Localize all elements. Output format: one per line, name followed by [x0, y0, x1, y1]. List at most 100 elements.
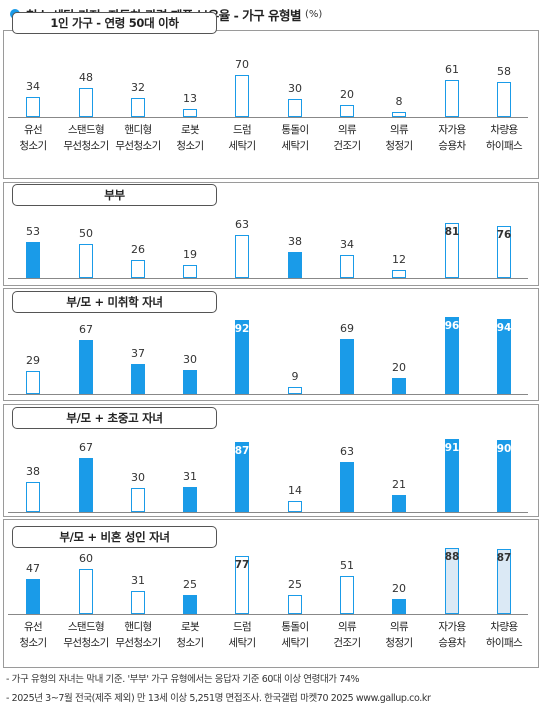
bar: [235, 235, 249, 278]
bar: [497, 549, 511, 614]
data-label: 19: [183, 248, 197, 261]
x-tick-label-line: 의류: [337, 124, 357, 136]
data-label: 31: [131, 574, 145, 587]
bar: [79, 569, 93, 614]
bar: [392, 270, 406, 278]
x-tick-label: 유선 청소기: [3, 619, 63, 651]
data-label: 30: [288, 82, 302, 95]
data-label: 25: [288, 578, 302, 591]
bar: [183, 370, 197, 394]
bar: [183, 487, 197, 512]
data-label: 90: [496, 443, 512, 455]
x-tick-label: 드럼 세탁기: [212, 619, 272, 651]
x-tick-label-line: 청소기: [176, 637, 204, 649]
x-tick-label-line: 유선: [23, 124, 43, 136]
x-tick-label-line: 청정기: [385, 637, 413, 649]
panel-label-4: 부/모 + 초중고 자녀: [12, 407, 217, 429]
data-label: 88: [444, 551, 460, 563]
bar: [445, 439, 459, 512]
x-tick-label-line: 세탁기: [281, 140, 309, 152]
bar: [131, 364, 145, 394]
x-tick-label: 자가용 승용차: [422, 619, 482, 651]
x-tick-label: 자가용 승용차: [422, 122, 482, 154]
bar: [445, 80, 459, 117]
data-label: 47: [26, 562, 40, 575]
x-tick-label-line: 청소기: [19, 637, 47, 649]
data-label: 34: [26, 80, 40, 93]
x-tick-label-line: 청정기: [385, 140, 413, 152]
x-tick-label-line: 의류: [389, 621, 409, 633]
x-tick-label-line: 무선청소기: [63, 140, 109, 152]
x-tick-label-line: 의류: [337, 621, 357, 633]
data-label: 92: [234, 323, 250, 335]
x-tick-label-line: 무선청소기: [63, 637, 109, 649]
bar: [183, 595, 197, 614]
data-label: 67: [79, 441, 93, 454]
baseline-1: [8, 117, 528, 118]
panel-4: [3, 404, 539, 517]
data-label: 25: [183, 578, 197, 591]
bar: [288, 501, 302, 512]
x-tick-label-line: 스탠드형: [67, 621, 105, 633]
bar: [497, 226, 511, 278]
data-label: 81: [444, 226, 460, 238]
x-tick-label: 의류 청정기: [369, 122, 429, 154]
x-tick-label-line: 무선청소기: [115, 140, 161, 152]
data-label: 61: [445, 63, 459, 76]
x-tick-label-line: 세탁기: [228, 140, 256, 152]
bar: [340, 255, 354, 278]
panel-1: [3, 30, 539, 179]
panel-label-5: 부/모 + 비혼 성인 자녀: [12, 526, 217, 548]
footnotes: - 가구 유형의 자녀는 막내 기준. '부부' 가구 유형에서는 응답자 기준…: [6, 670, 431, 708]
data-label: 32: [131, 81, 145, 94]
chart-unit: (%): [305, 8, 323, 20]
x-tick-label-line: 청소기: [19, 140, 47, 152]
bar: [497, 82, 511, 117]
bar: [131, 488, 145, 512]
baseline-4: [8, 512, 528, 513]
data-label: 91: [444, 442, 460, 454]
data-label: 76: [496, 229, 512, 241]
data-label: 8: [395, 95, 403, 108]
panel-3: [3, 288, 539, 401]
baseline-5: [8, 614, 528, 615]
data-label: 31: [183, 470, 197, 483]
x-tick-label-line: 차량용: [490, 124, 518, 136]
data-label: 30: [183, 353, 197, 366]
bar: [288, 252, 302, 278]
x-tick-label-line: 핸디형: [124, 621, 152, 633]
panel-label-2: 부부: [12, 184, 217, 206]
baseline-3: [8, 394, 528, 395]
bar: [497, 440, 511, 512]
footnote-1: - 가구 유형의 자녀는 막내 기준. '부부' 가구 유형에서는 응답자 기준…: [6, 674, 360, 685]
panel-label-1: 1인 가구 - 연령 50대 이하: [12, 12, 217, 34]
x-tick-label-line: 차량용: [490, 621, 518, 633]
data-label: 20: [392, 361, 406, 374]
data-label: 13: [183, 92, 197, 105]
data-label: 34: [340, 238, 354, 251]
data-label: 12: [392, 253, 406, 266]
x-tick-label-line: 건조기: [333, 140, 361, 152]
bar: [235, 556, 249, 614]
bar: [26, 97, 40, 117]
data-label: 37: [131, 347, 145, 360]
data-label: 63: [235, 218, 249, 231]
x-tick-label-line: 하이패스: [485, 637, 523, 649]
data-label: 60: [79, 552, 93, 565]
data-label: 51: [340, 559, 354, 572]
data-label: 70: [235, 58, 249, 71]
data-label: 87: [496, 552, 512, 564]
data-label: 20: [392, 582, 406, 595]
bar: [235, 320, 249, 394]
data-label: 30: [131, 471, 145, 484]
bar: [26, 371, 40, 394]
x-tick-label-line: 로봇: [180, 621, 200, 633]
bar: [340, 339, 354, 394]
x-tick-label-line: 무선청소기: [115, 637, 161, 649]
x-tick-label-line: 통돌이: [281, 124, 309, 136]
x-tick-label-line: 드럼: [232, 124, 252, 136]
